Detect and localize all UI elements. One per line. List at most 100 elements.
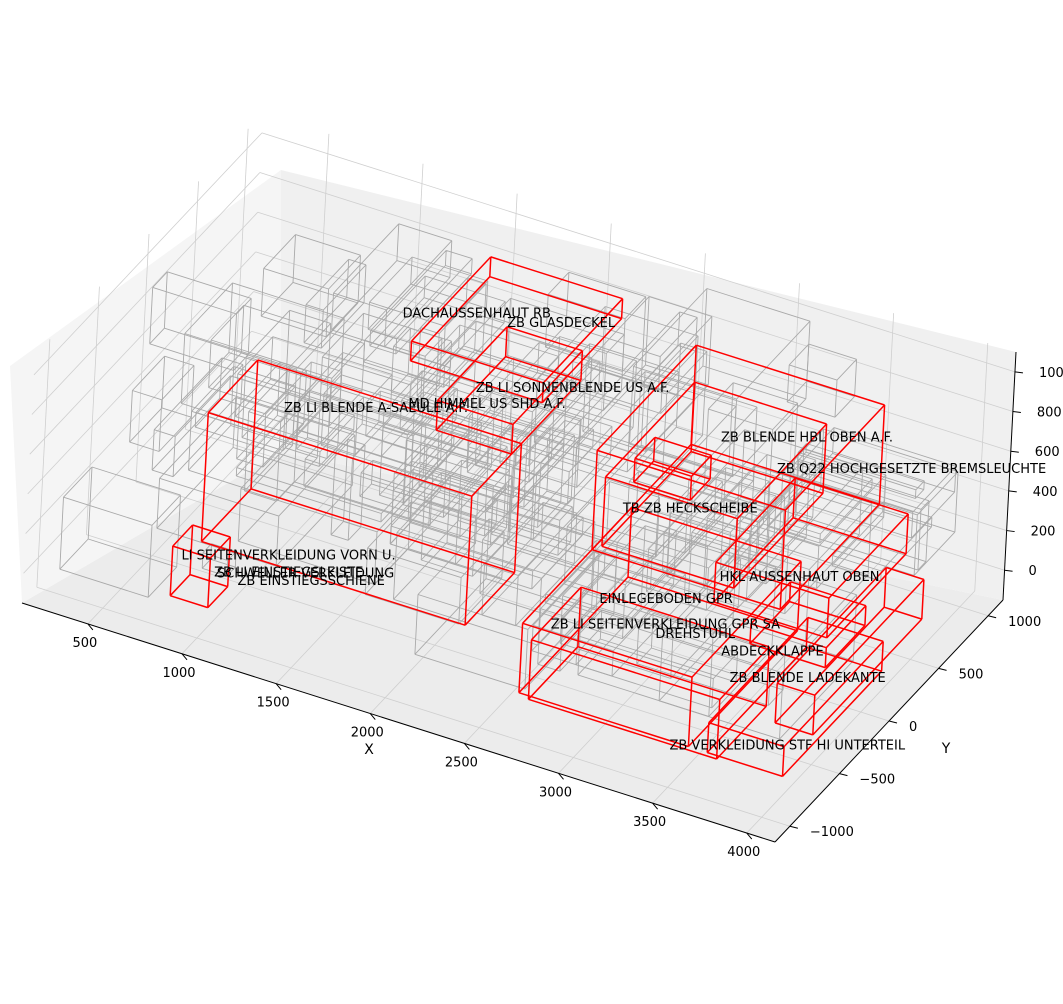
grid-line-z-left	[29, 211, 259, 455]
box-annotation: MD HIMMEL US SHD A.F.	[408, 397, 565, 412]
background-box	[369, 249, 473, 355]
box-annotation: HKL AUSSENHAUT OBEN	[720, 570, 880, 585]
tick-mark	[369, 713, 376, 720]
highlighted-box	[435, 326, 584, 455]
box-annotation: DACHAUSSENHAUT RB	[403, 306, 551, 321]
box-annotation: SCHWELLER VERKLEIDUNG	[217, 566, 394, 581]
x-tick-label: 2500	[445, 755, 478, 770]
y-tick-label: −500	[859, 773, 895, 788]
tick-mark	[181, 653, 188, 661]
highlighted-box	[713, 477, 909, 639]
grid-line-y-left	[86, 286, 100, 535]
x-tick-label: 4000	[727, 845, 760, 860]
box-annotation: ZB LI EINSTIEGSLEISTE	[214, 566, 363, 581]
background-box	[359, 459, 498, 537]
grid-line-x-back	[597, 223, 612, 472]
background-box	[766, 461, 873, 544]
box-annotation: DREHSTUHL	[655, 627, 736, 642]
highlighted-box	[169, 524, 232, 609]
grid-line-z-left	[25, 291, 254, 534]
highlighted-box	[749, 581, 867, 669]
floor-pane	[22, 452, 1003, 842]
tick-mark	[87, 623, 94, 631]
z-tick-label: 800	[1037, 406, 1062, 421]
box-annotation: ZB LI BLENDE A-SAEULE A.F.	[284, 401, 468, 416]
grid-line-x-back	[409, 163, 424, 412]
tick-mark	[839, 773, 848, 777]
background-box	[490, 485, 573, 556]
box-annotation: EINLEGEBODEN GPR	[599, 592, 732, 607]
grid-line-z-back	[255, 251, 1009, 492]
grid-line-y-floor	[86, 534, 840, 774]
background-box	[364, 501, 505, 625]
tick-mark	[652, 802, 659, 810]
background-box	[59, 466, 181, 598]
highlighted-box	[706, 616, 884, 778]
z-tick-label: 400	[1033, 485, 1058, 500]
tick-mark	[789, 825, 798, 829]
box-annotation: LI SEITENVERKLEIDUNG VORN U.	[181, 548, 395, 563]
tick-mark	[1006, 530, 1015, 533]
grid-line-y-left	[185, 181, 199, 430]
background-box	[235, 389, 455, 523]
tick-mark	[746, 832, 753, 840]
background-box	[436, 324, 560, 403]
grid-line-y-floor	[36, 586, 790, 827]
y-tick-label: 0	[909, 720, 917, 735]
box-annotation: ZB EINSTIEGSSCHIENE	[238, 574, 385, 589]
x-axis-label: X	[364, 742, 374, 758]
grid-line-y-left	[36, 339, 51, 588]
box-annotation: ABDECKKLAPPE	[721, 644, 824, 659]
y-tick-label: 500	[959, 667, 984, 682]
x-tick-label: 3000	[539, 785, 572, 800]
background-box	[365, 390, 482, 469]
z-axis-line	[1002, 351, 1017, 601]
grid-line-z-back	[257, 211, 1011, 452]
background-box	[201, 543, 237, 577]
z-tick-label: 600	[1035, 445, 1060, 460]
background-box	[789, 427, 957, 539]
background-box	[303, 258, 367, 349]
grid-line-z-left	[31, 172, 261, 415]
grid-line-y-left	[135, 233, 150, 483]
z-tick-label: 200	[1031, 525, 1056, 540]
y-tick-label: 1000	[1008, 615, 1041, 630]
box-annotation: ZB VERKLEIDUNG STF HI UNTERTEIL	[669, 739, 905, 754]
grid-line-x-back	[315, 133, 330, 382]
x-tick-label: 1000	[162, 666, 195, 681]
tick-mark	[1012, 411, 1021, 414]
grid-line-z-left	[27, 251, 257, 495]
tick-mark	[988, 615, 997, 619]
left-pane	[10, 170, 281, 603]
highlighted-box	[633, 436, 713, 501]
tick-mark	[888, 720, 898, 724]
background-box	[537, 550, 618, 672]
z-tick-label: 1000	[1039, 366, 1063, 381]
background-box	[391, 424, 508, 538]
x-tick-label: 3500	[633, 815, 666, 830]
background-box	[577, 525, 777, 717]
background-box	[582, 296, 713, 452]
x-tick-label: 2000	[351, 726, 384, 741]
background-box	[414, 518, 600, 690]
grid-line-x-back	[974, 343, 989, 592]
y-axis-label: Y	[941, 741, 951, 757]
grid-line-y-floor	[235, 376, 989, 617]
background-box	[156, 396, 356, 567]
background-box	[367, 256, 489, 354]
tick-mark	[1014, 371, 1024, 374]
tick-mark	[938, 667, 947, 671]
tick-mark	[275, 683, 282, 690]
background-box	[129, 355, 195, 452]
tick-mark	[1010, 450, 1019, 453]
y-tick-label: −1000	[810, 825, 854, 840]
grid-line-y-floor	[135, 481, 890, 722]
background-box	[208, 304, 365, 427]
x-tick-label: 500	[72, 636, 97, 651]
z-tick-label: 0	[1029, 564, 1037, 579]
box-annotation: ZB BLENDE LADEKANTE	[730, 671, 886, 686]
highlighted-box	[601, 381, 828, 589]
